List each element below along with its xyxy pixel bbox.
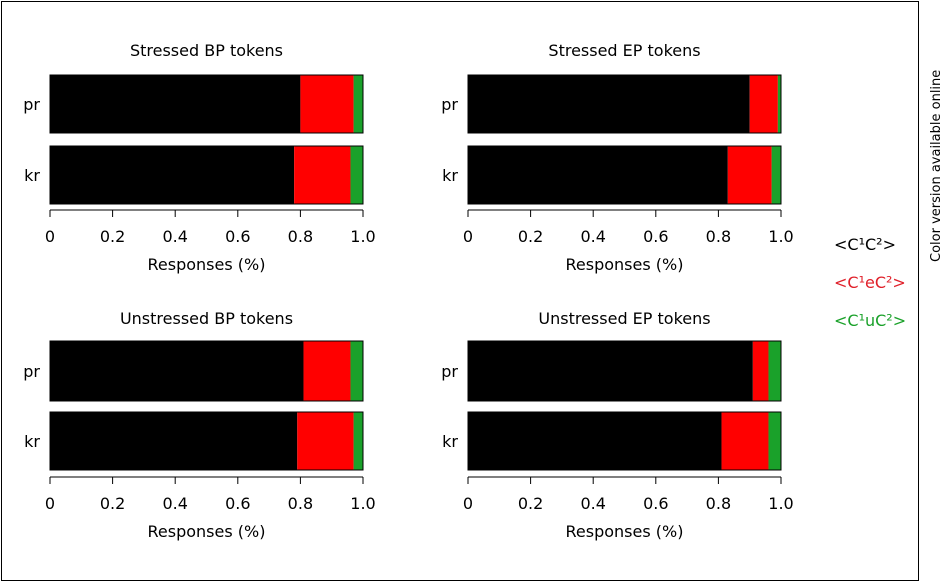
- category-label: kr: [24, 432, 40, 451]
- bar-segment: [727, 146, 772, 204]
- bar-outline: [49, 340, 364, 402]
- x-axis-label: Responses (%): [148, 522, 266, 541]
- x-tick-label: 0.8: [706, 227, 731, 246]
- bar-segment: [721, 412, 769, 470]
- bar-segment: [768, 341, 781, 401]
- x-tick-label: 1.0: [350, 227, 375, 246]
- bar-segment: [50, 412, 298, 470]
- x-tick-label: 0.2: [100, 494, 125, 513]
- chart-panel: Unstressed EP tokens pr kr 0 0.2 0.4 0.6 0.8 1.0…: [441, 309, 793, 541]
- x-tick-label: 0.6: [643, 494, 668, 513]
- bar-segment: [303, 341, 351, 401]
- x-tick-label: 0: [463, 227, 473, 246]
- x-tick-label: 0.4: [162, 494, 187, 513]
- chart-panel: Stressed EP tokens pr kr 0 0.2 0.4 0.6 0.8 1.0 Re…: [441, 41, 793, 274]
- x-tick-label: 0.8: [706, 494, 731, 513]
- x-axis-label: Responses (%): [566, 522, 684, 541]
- bar-outline: [467, 411, 782, 471]
- bar-segment: [752, 341, 769, 401]
- bar-segment: [771, 146, 781, 204]
- category-label: pr: [441, 95, 458, 114]
- panel-title: Unstressed EP tokens: [538, 309, 710, 328]
- bar-outline: [49, 411, 364, 471]
- panel-title: Stressed EP tokens: [548, 41, 700, 60]
- legend-entry: <C¹uC²>: [834, 311, 906, 330]
- bar-segment: [768, 412, 781, 470]
- legend-entry: <C¹eC²>: [834, 273, 906, 292]
- bar-outline: [467, 74, 782, 134]
- bar-segment: [468, 412, 722, 470]
- x-tick-label: 0: [45, 494, 55, 513]
- bar-segment: [468, 341, 753, 401]
- side-note-container: Color version available online: [929, 70, 944, 262]
- bar-segment: [350, 341, 363, 401]
- bar-outline: [467, 340, 782, 402]
- bar-outline: [49, 145, 364, 205]
- panel-title: Stressed BP tokens: [130, 41, 283, 60]
- x-tick-label: 0.4: [162, 227, 187, 246]
- chart-panel: Stressed BP tokens pr kr 0 0.2 0.4 0.6 0.8 1.0 Re…: [23, 41, 375, 274]
- x-tick-label: 1.0: [768, 227, 793, 246]
- category-label: pr: [23, 95, 40, 114]
- x-tick-label: 0.4: [580, 227, 605, 246]
- x-tick-label: 0.4: [580, 494, 605, 513]
- bar-segment: [294, 146, 351, 204]
- x-axis-label: Responses (%): [148, 255, 266, 274]
- category-label: kr: [24, 166, 40, 185]
- bar-segment: [468, 75, 750, 133]
- bar-segment: [50, 75, 301, 133]
- x-tick-label: 0.6: [643, 227, 668, 246]
- bar-segment: [300, 75, 354, 133]
- bar-segment: [749, 75, 778, 133]
- x-tick-label: 1.0: [350, 494, 375, 513]
- x-tick-label: 0: [463, 494, 473, 513]
- panel-title: Unstressed BP tokens: [120, 309, 293, 328]
- x-tick-label: 0.8: [288, 227, 313, 246]
- legend-entry: <C¹C²>: [834, 235, 896, 254]
- bar-outline: [467, 145, 782, 205]
- bar-outline: [49, 74, 364, 134]
- category-label: kr: [442, 432, 458, 451]
- x-tick-label: 1.0: [768, 494, 793, 513]
- color-version-note: Color version available online: [929, 70, 944, 262]
- x-tick-label: 0.6: [225, 494, 250, 513]
- bar-segment: [50, 341, 304, 401]
- stacked-bar-figure: Stressed BP tokens pr kr 0 0.2 0.4 0.6 0.8 1.0 Re…: [23, 41, 906, 541]
- category-label: pr: [23, 362, 40, 381]
- bar-segment: [353, 75, 363, 133]
- x-axis-label: Responses (%): [566, 255, 684, 274]
- x-tick-label: 0.8: [288, 494, 313, 513]
- category-label: pr: [441, 362, 458, 381]
- bar-segment: [353, 412, 363, 470]
- x-tick-label: 0.2: [518, 494, 543, 513]
- chart-panel: Unstressed BP tokens pr kr 0 0.2 0.4 0.6 0.8 1.0…: [23, 309, 375, 541]
- bar-segment: [50, 146, 295, 204]
- bar-segment: [777, 75, 781, 133]
- x-tick-label: 0: [45, 227, 55, 246]
- x-tick-label: 0.6: [225, 227, 250, 246]
- bar-segment: [297, 412, 354, 470]
- legend: <C¹C²> <C¹eC²> <C¹uC²>: [834, 235, 906, 330]
- category-label: kr: [442, 166, 458, 185]
- x-tick-label: 0.2: [518, 227, 543, 246]
- x-tick-label: 0.2: [100, 227, 125, 246]
- bar-segment: [468, 146, 728, 204]
- bar-segment: [350, 146, 363, 204]
